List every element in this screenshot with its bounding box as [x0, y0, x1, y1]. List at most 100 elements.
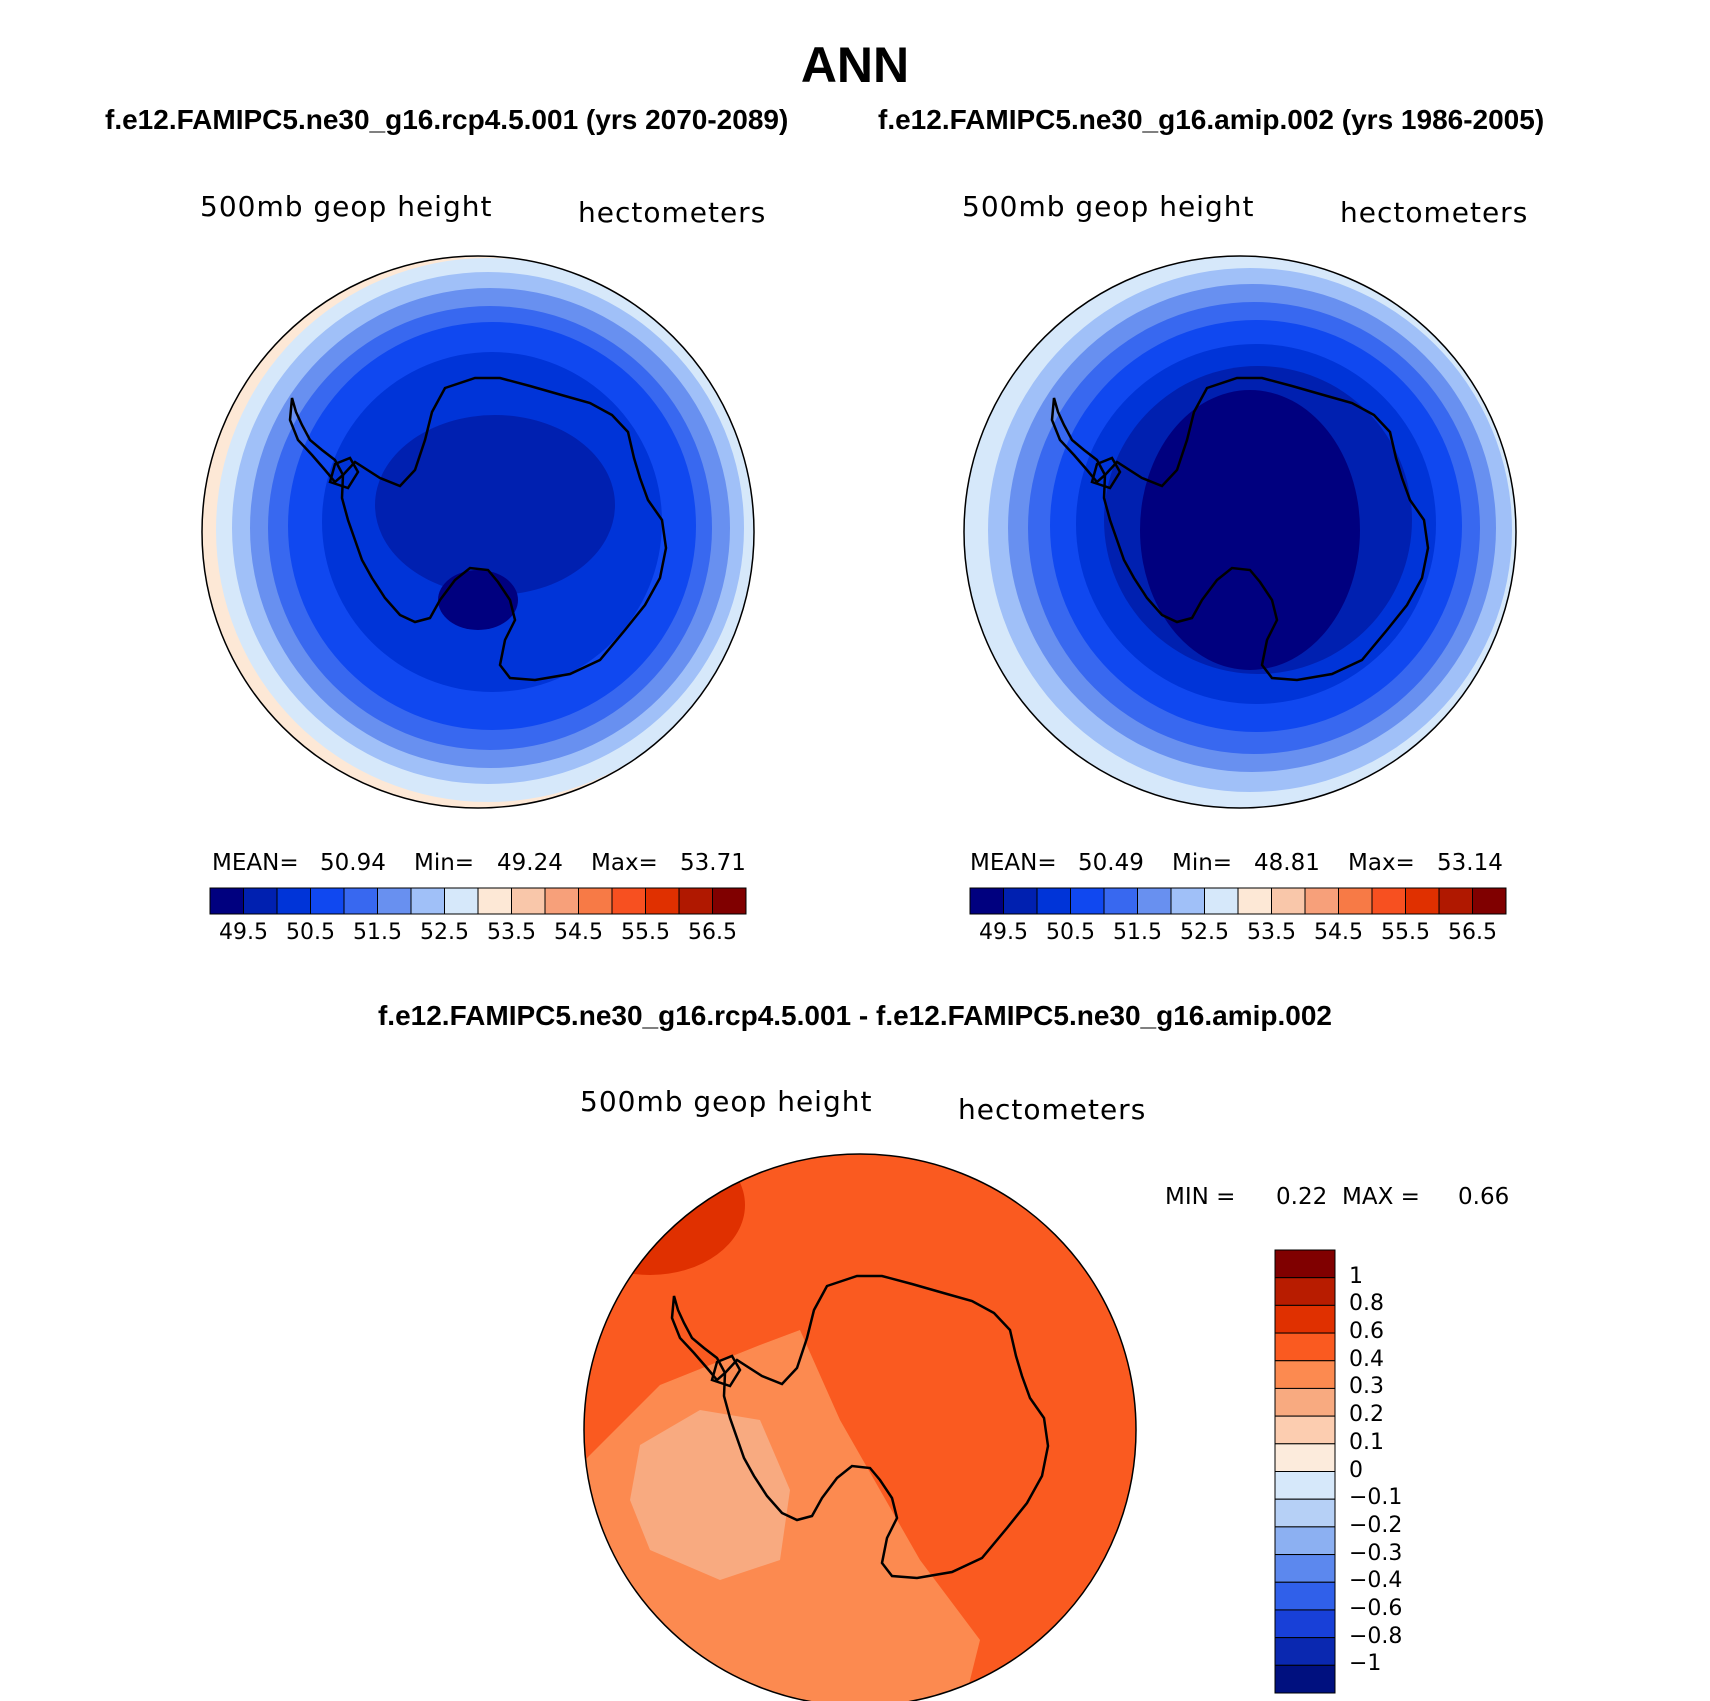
colorbar2-swatch [1271, 887, 1306, 915]
panel2-max-label: Max= [1348, 850, 1415, 876]
colorbar1-swatch [511, 887, 546, 915]
colorbar3-swatch [1274, 1360, 1336, 1389]
panel1-units-label: hectometers [578, 196, 767, 229]
colorbar2-swatch [969, 887, 1004, 915]
colorbar2-swatch [1405, 887, 1440, 915]
colorbar3-tick-label: 0.2 [1349, 1402, 1384, 1428]
colorbar2-swatch [1137, 887, 1172, 915]
colorbar3-swatch [1274, 1443, 1336, 1472]
colorbar1-swatch [209, 887, 244, 915]
colorbar1-swatch [611, 887, 646, 915]
panel3-min-value: 0.22 [1276, 1184, 1328, 1210]
colorbar3-swatch [1274, 1637, 1336, 1666]
colorbar2-swatch [1170, 887, 1205, 915]
colorbar1-swatch [578, 887, 613, 915]
colorbar1 [209, 887, 747, 915]
colorbar1-swatch [410, 887, 445, 915]
colorbar3-tick-label: 0.6 [1349, 1319, 1384, 1345]
colorbar1-tick-label: 50.5 [286, 920, 335, 945]
colorbar3-tick-label: 0.3 [1349, 1374, 1384, 1400]
panel3-min-label: MIN = [1165, 1184, 1236, 1210]
colorbar1-tick-label: 49.5 [219, 920, 268, 945]
colorbar3-swatch [1274, 1471, 1336, 1500]
panel3-map-border [583, 1153, 1137, 1701]
colorbar1-tick-label: 55.5 [621, 920, 670, 945]
colorbar3-swatch [1274, 1664, 1336, 1694]
colorbar3-swatch [1274, 1581, 1336, 1611]
figure-title: ANN [800, 37, 910, 93]
panel2-variable-label: 500mb geop height [962, 190, 1255, 223]
panel1-min-label: Min= [414, 850, 475, 876]
colorbar1-swatch [477, 887, 512, 915]
colorbar2-tick-label: 50.5 [1046, 920, 1095, 945]
colorbar3-swatch [1274, 1526, 1336, 1556]
colorbar3-tick-label: −0.2 [1349, 1512, 1403, 1538]
colorbar2-swatch [1338, 887, 1373, 915]
colorbar3-swatch [1274, 1304, 1336, 1334]
colorbar1-tick-label: 52.5 [420, 920, 469, 945]
colorbar2-swatch [1371, 887, 1406, 915]
panel2-min-value: 48.81 [1254, 850, 1320, 876]
colorbar3-tick-label: −0.3 [1349, 1540, 1403, 1566]
colorbar2-swatch [1103, 887, 1138, 915]
colorbar3-tick-label: 0 [1349, 1457, 1363, 1483]
panel2-mean-value: 50.49 [1078, 850, 1144, 876]
colorbar3-tick-label: −0.1 [1349, 1485, 1403, 1511]
colorbar1-swatch [645, 887, 680, 915]
colorbar1-swatch [444, 887, 479, 915]
colorbar2-tick-label: 52.5 [1180, 920, 1229, 945]
colorbar3-tick-label: 0.8 [1349, 1291, 1384, 1317]
colorbar3-swatch [1274, 1387, 1336, 1417]
colorbar3-tick-label: 0.4 [1349, 1346, 1384, 1372]
colorbar2-tick-label: 49.5 [979, 920, 1028, 945]
colorbar2-swatch [1003, 887, 1038, 915]
colorbar1-swatch [544, 887, 579, 915]
right-case-title: f.e12.FAMIPC5.ne30_g16.amip.002 (yrs 198… [878, 104, 1545, 135]
panel3-max-label: MAX = [1342, 1184, 1420, 1210]
panel1-variable-label: 500mb geop height [200, 190, 493, 223]
panel1-min-value: 49.24 [497, 850, 563, 876]
colorbar2-swatch [1036, 887, 1071, 915]
colorbar2-tick-label: 51.5 [1113, 920, 1162, 945]
panel2-max-value: 53.14 [1437, 850, 1503, 876]
colorbar3-swatch [1274, 1415, 1336, 1445]
panel3-max-value: 0.66 [1458, 1184, 1510, 1210]
colorbar2-tick-label: 55.5 [1381, 920, 1430, 945]
colorbar1-swatch [276, 887, 311, 915]
panel1-mean-value: 50.94 [320, 850, 386, 876]
colorbar1-tick-label: 56.5 [688, 920, 737, 945]
panel2-polar-map [964, 256, 1516, 808]
colorbar1-tick-label: 53.5 [487, 920, 536, 945]
colorbar1-swatch [243, 887, 278, 915]
colorbar3-tick-label: −0.8 [1349, 1623, 1403, 1649]
colorbar2-tick-label: 53.5 [1247, 920, 1296, 945]
colorbar3-swatch [1274, 1249, 1336, 1279]
colorbar1-tick-label: 54.5 [554, 920, 603, 945]
colorbar1-swatch [377, 887, 412, 915]
colorbar1-swatch [712, 887, 747, 915]
panel3-polar-map [584, 1154, 1136, 1701]
colorbar3-tick-label: 1 [1349, 1263, 1363, 1289]
difference-title: f.e12.FAMIPC5.ne30_g16.rcp4.5.001 - f.e1… [377, 1000, 1333, 1031]
colorbar2 [969, 887, 1507, 915]
panel1-polar-map [202, 256, 754, 808]
colorbar3-tick-label: −0.6 [1349, 1595, 1403, 1621]
panel2-min-label: Min= [1172, 850, 1233, 876]
colorbar1-tick-label: 51.5 [353, 920, 402, 945]
colorbar3-swatch [1274, 1498, 1336, 1528]
panel1-max-value: 53.71 [680, 850, 746, 876]
colorbar2-swatch [1304, 887, 1339, 915]
colorbar3 [1274, 1249, 1336, 1694]
colorbar2-tick-label: 54.5 [1314, 920, 1363, 945]
colorbar3-tick-label: −0.4 [1349, 1568, 1403, 1594]
colorbar2-swatch [1237, 887, 1272, 915]
panel2-map-border [963, 255, 1517, 809]
left-case-title: f.e12.FAMIPC5.ne30_g16.rcp4.5.001 (yrs 2… [105, 104, 789, 135]
colorbar2-swatch [1438, 887, 1473, 915]
panel1-map-border [201, 255, 755, 809]
colorbar1-swatch [678, 887, 713, 915]
colorbar3-tick-label: 0.1 [1349, 1429, 1384, 1455]
panel1-max-label: Max= [591, 850, 658, 876]
colorbar2-swatch [1472, 887, 1507, 915]
